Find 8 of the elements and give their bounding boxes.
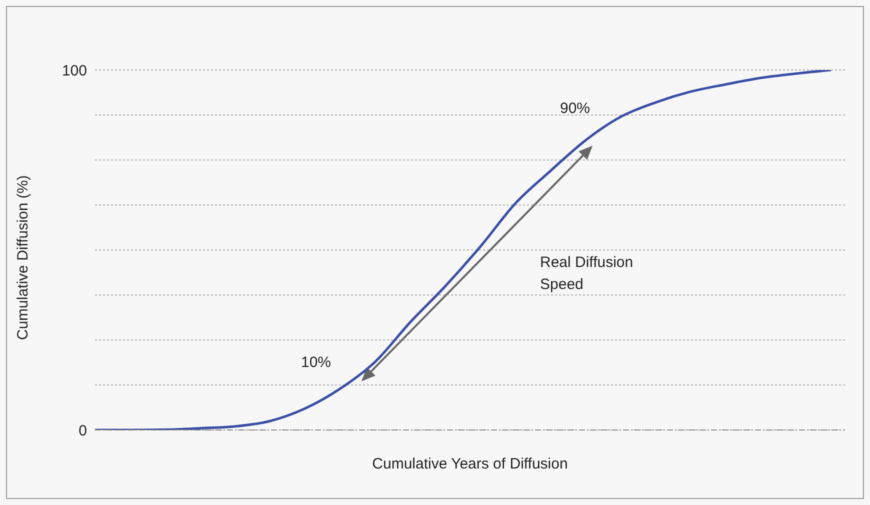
- y-tick-label: 0: [78, 422, 87, 440]
- annotation: 90%: [560, 100, 590, 117]
- annotation: Real Diffusion Speed: [540, 254, 634, 293]
- x-axis-title: Cumulative Years of Diffusion: [372, 456, 568, 473]
- annotation: 10%: [300, 354, 332, 371]
- line-series: [95, 70, 832, 430]
- y-tick-label: 100: [62, 62, 87, 80]
- y-axis-title: Cumulative Diffusion (%): [14, 175, 32, 340]
